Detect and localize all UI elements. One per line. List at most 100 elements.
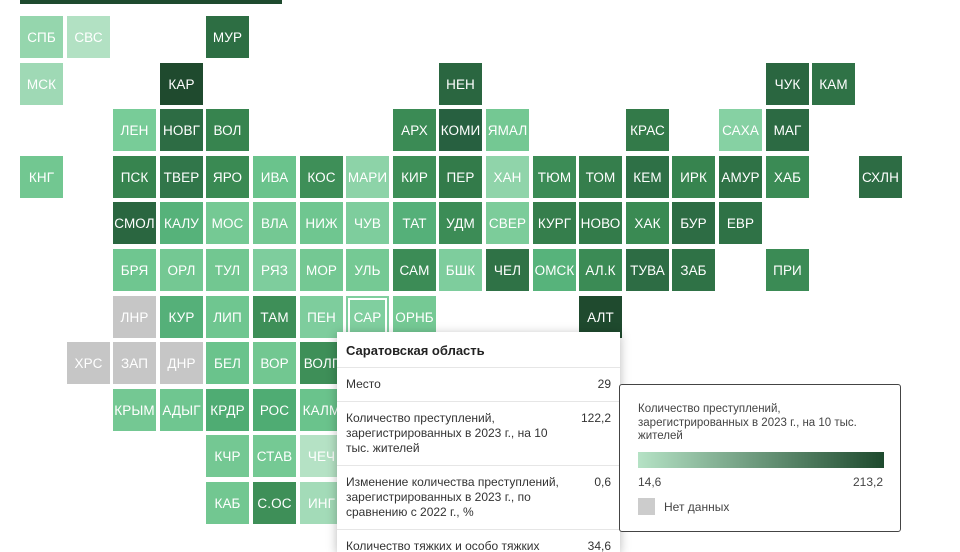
region-tile[interactable]: АМУР — [719, 156, 762, 198]
region-tile[interactable]: КРЫМ — [113, 389, 156, 431]
region-tile[interactable]: СПБ — [20, 16, 63, 58]
region-tile[interactable]: КУРГ — [533, 202, 576, 244]
region-tile[interactable]: МСК — [20, 63, 63, 105]
region-tile[interactable]: ЧЕЛ — [486, 249, 529, 291]
region-tile[interactable]: ТОМ — [579, 156, 622, 198]
region-tile[interactable]: С.ОС — [253, 482, 296, 524]
legend-max-value: 213,2 — [852, 475, 883, 489]
region-tile[interactable]: ЗАП — [113, 342, 156, 384]
region-tile[interactable]: РЯЗ — [253, 249, 296, 291]
region-tile[interactable]: ЯМАЛ — [486, 109, 529, 151]
region-tile[interactable]: ИВА — [253, 156, 296, 198]
region-tile[interactable]: ИНГ — [300, 482, 343, 524]
region-tile[interactable]: ЧУК — [766, 63, 809, 105]
region-tile[interactable]: БШК — [439, 249, 482, 291]
tooltip-row-label: Место — [346, 377, 381, 391]
legend-no-data-swatch — [638, 498, 655, 515]
region-tile[interactable]: КАЛМ — [300, 389, 343, 431]
region-tile[interactable]: ЯРО — [206, 156, 249, 198]
region-tile[interactable]: ХАН — [486, 156, 529, 198]
region-tile[interactable]: БУР — [672, 202, 715, 244]
region-tile[interactable]: СХЛН — [859, 156, 902, 198]
region-tile[interactable]: ВОР — [253, 342, 296, 384]
tooltip-row-crime-rate: Количество преступлений, зарегистрирован… — [337, 402, 620, 466]
region-tile[interactable]: САР — [346, 296, 389, 338]
tooltip-row-value: 122,2 — [580, 411, 611, 425]
region-tile[interactable]: ПЕН — [300, 296, 343, 338]
region-tile[interactable]: МУР — [206, 16, 249, 58]
region-tile[interactable]: КАБ — [206, 482, 249, 524]
region-tile[interactable]: КАЛУ — [160, 202, 203, 244]
region-tile[interactable]: МОР — [300, 249, 343, 291]
region-tile[interactable]: ТУЛ — [206, 249, 249, 291]
region-tile[interactable]: ОМСК — [533, 249, 576, 291]
region-tile[interactable]: ЛИП — [206, 296, 249, 338]
region-tile[interactable]: ХАБ — [766, 156, 809, 198]
region-tile[interactable]: ОРЛ — [160, 249, 203, 291]
region-tile[interactable]: СМОЛ — [113, 202, 156, 244]
region-tile[interactable]: КАР — [160, 63, 203, 105]
region-tile[interactable]: КОМИ — [439, 109, 482, 151]
region-tile[interactable]: БЕЛ — [206, 342, 249, 384]
region-tile[interactable]: ХРС — [67, 342, 110, 384]
region-tile[interactable]: ТУВА — [626, 249, 669, 291]
region-tile[interactable]: ЧЕЧ — [300, 435, 343, 477]
region-tile[interactable]: ВОЛ — [206, 109, 249, 151]
region-tile[interactable]: КОС — [300, 156, 343, 198]
region-tile[interactable]: ХАК — [626, 202, 669, 244]
region-tile[interactable]: ЛНР — [113, 296, 156, 338]
region-tile[interactable]: МАГ — [766, 109, 809, 151]
region-tile[interactable]: НОВО — [579, 202, 622, 244]
region-tile[interactable]: КЧР — [206, 435, 249, 477]
tooltip-row-value: 0,6 — [594, 475, 611, 489]
region-tile[interactable]: НЕН — [439, 63, 482, 105]
region-tile[interactable]: ЧУВ — [346, 202, 389, 244]
region-tile[interactable]: МОС — [206, 202, 249, 244]
region-tile[interactable]: УДМ — [439, 202, 482, 244]
region-tile[interactable]: МАРИ — [346, 156, 389, 198]
region-tile[interactable]: АЛ.К — [579, 249, 622, 291]
region-tile[interactable]: ПСК — [113, 156, 156, 198]
region-tile[interactable]: ЗАБ — [672, 249, 715, 291]
region-tile[interactable]: СТАВ — [253, 435, 296, 477]
region-tile[interactable]: ДНР — [160, 342, 203, 384]
region-tile[interactable]: АЛТ — [579, 296, 622, 338]
region-tile[interactable]: ТАТ — [393, 202, 436, 244]
region-tile[interactable]: ПРИ — [766, 249, 809, 291]
region-tile[interactable]: ВОЛГ — [300, 342, 343, 384]
region-tile[interactable]: РОС — [253, 389, 296, 431]
region-tile[interactable]: ЕВР — [719, 202, 762, 244]
region-tile[interactable]: ТВЕР — [160, 156, 203, 198]
region-tile[interactable]: КАМ — [812, 63, 855, 105]
region-tile[interactable]: ПЕР — [439, 156, 482, 198]
tooltip-row-value: 29 — [597, 377, 611, 391]
region-tile[interactable]: КНГ — [20, 156, 63, 198]
region-tile[interactable]: СВС — [67, 16, 110, 58]
region-tile[interactable]: САМ — [393, 249, 436, 291]
region-tile[interactable]: БРЯ — [113, 249, 156, 291]
region-tile[interactable]: СВЕР — [486, 202, 529, 244]
region-tile[interactable]: УЛЬ — [346, 249, 389, 291]
region-tile[interactable]: ЛЕН — [113, 109, 156, 151]
region-tile[interactable]: ТЮМ — [533, 156, 576, 198]
tooltip-row-severe: Количество тяжких и особо тяжких 34,6 — [337, 530, 620, 552]
region-tile[interactable]: ИРК — [672, 156, 715, 198]
region-tile[interactable]: САХА — [719, 109, 762, 151]
region-tile[interactable]: АДЫГ — [160, 389, 203, 431]
top-accent-bar — [20, 0, 282, 4]
region-tile[interactable]: НИЖ — [300, 202, 343, 244]
region-tile[interactable]: ОРНБ — [393, 296, 436, 338]
region-tile[interactable]: КИР — [393, 156, 436, 198]
region-tile[interactable]: ТАМ — [253, 296, 296, 338]
legend-no-data-label: Нет данных — [664, 500, 730, 514]
region-tile[interactable]: КРАС — [626, 109, 669, 151]
region-tile[interactable]: АРХ — [393, 109, 436, 151]
region-tile[interactable]: КРДР — [206, 389, 249, 431]
region-tile[interactable]: КЕМ — [626, 156, 669, 198]
color-legend: Количество преступлений, зарегистрирован… — [619, 384, 901, 532]
legend-min-value: 14,6 — [638, 475, 662, 489]
region-tile[interactable]: КУР — [160, 296, 203, 338]
region-tile[interactable]: НОВГ — [160, 109, 203, 151]
region-tile[interactable]: ВЛА — [253, 202, 296, 244]
